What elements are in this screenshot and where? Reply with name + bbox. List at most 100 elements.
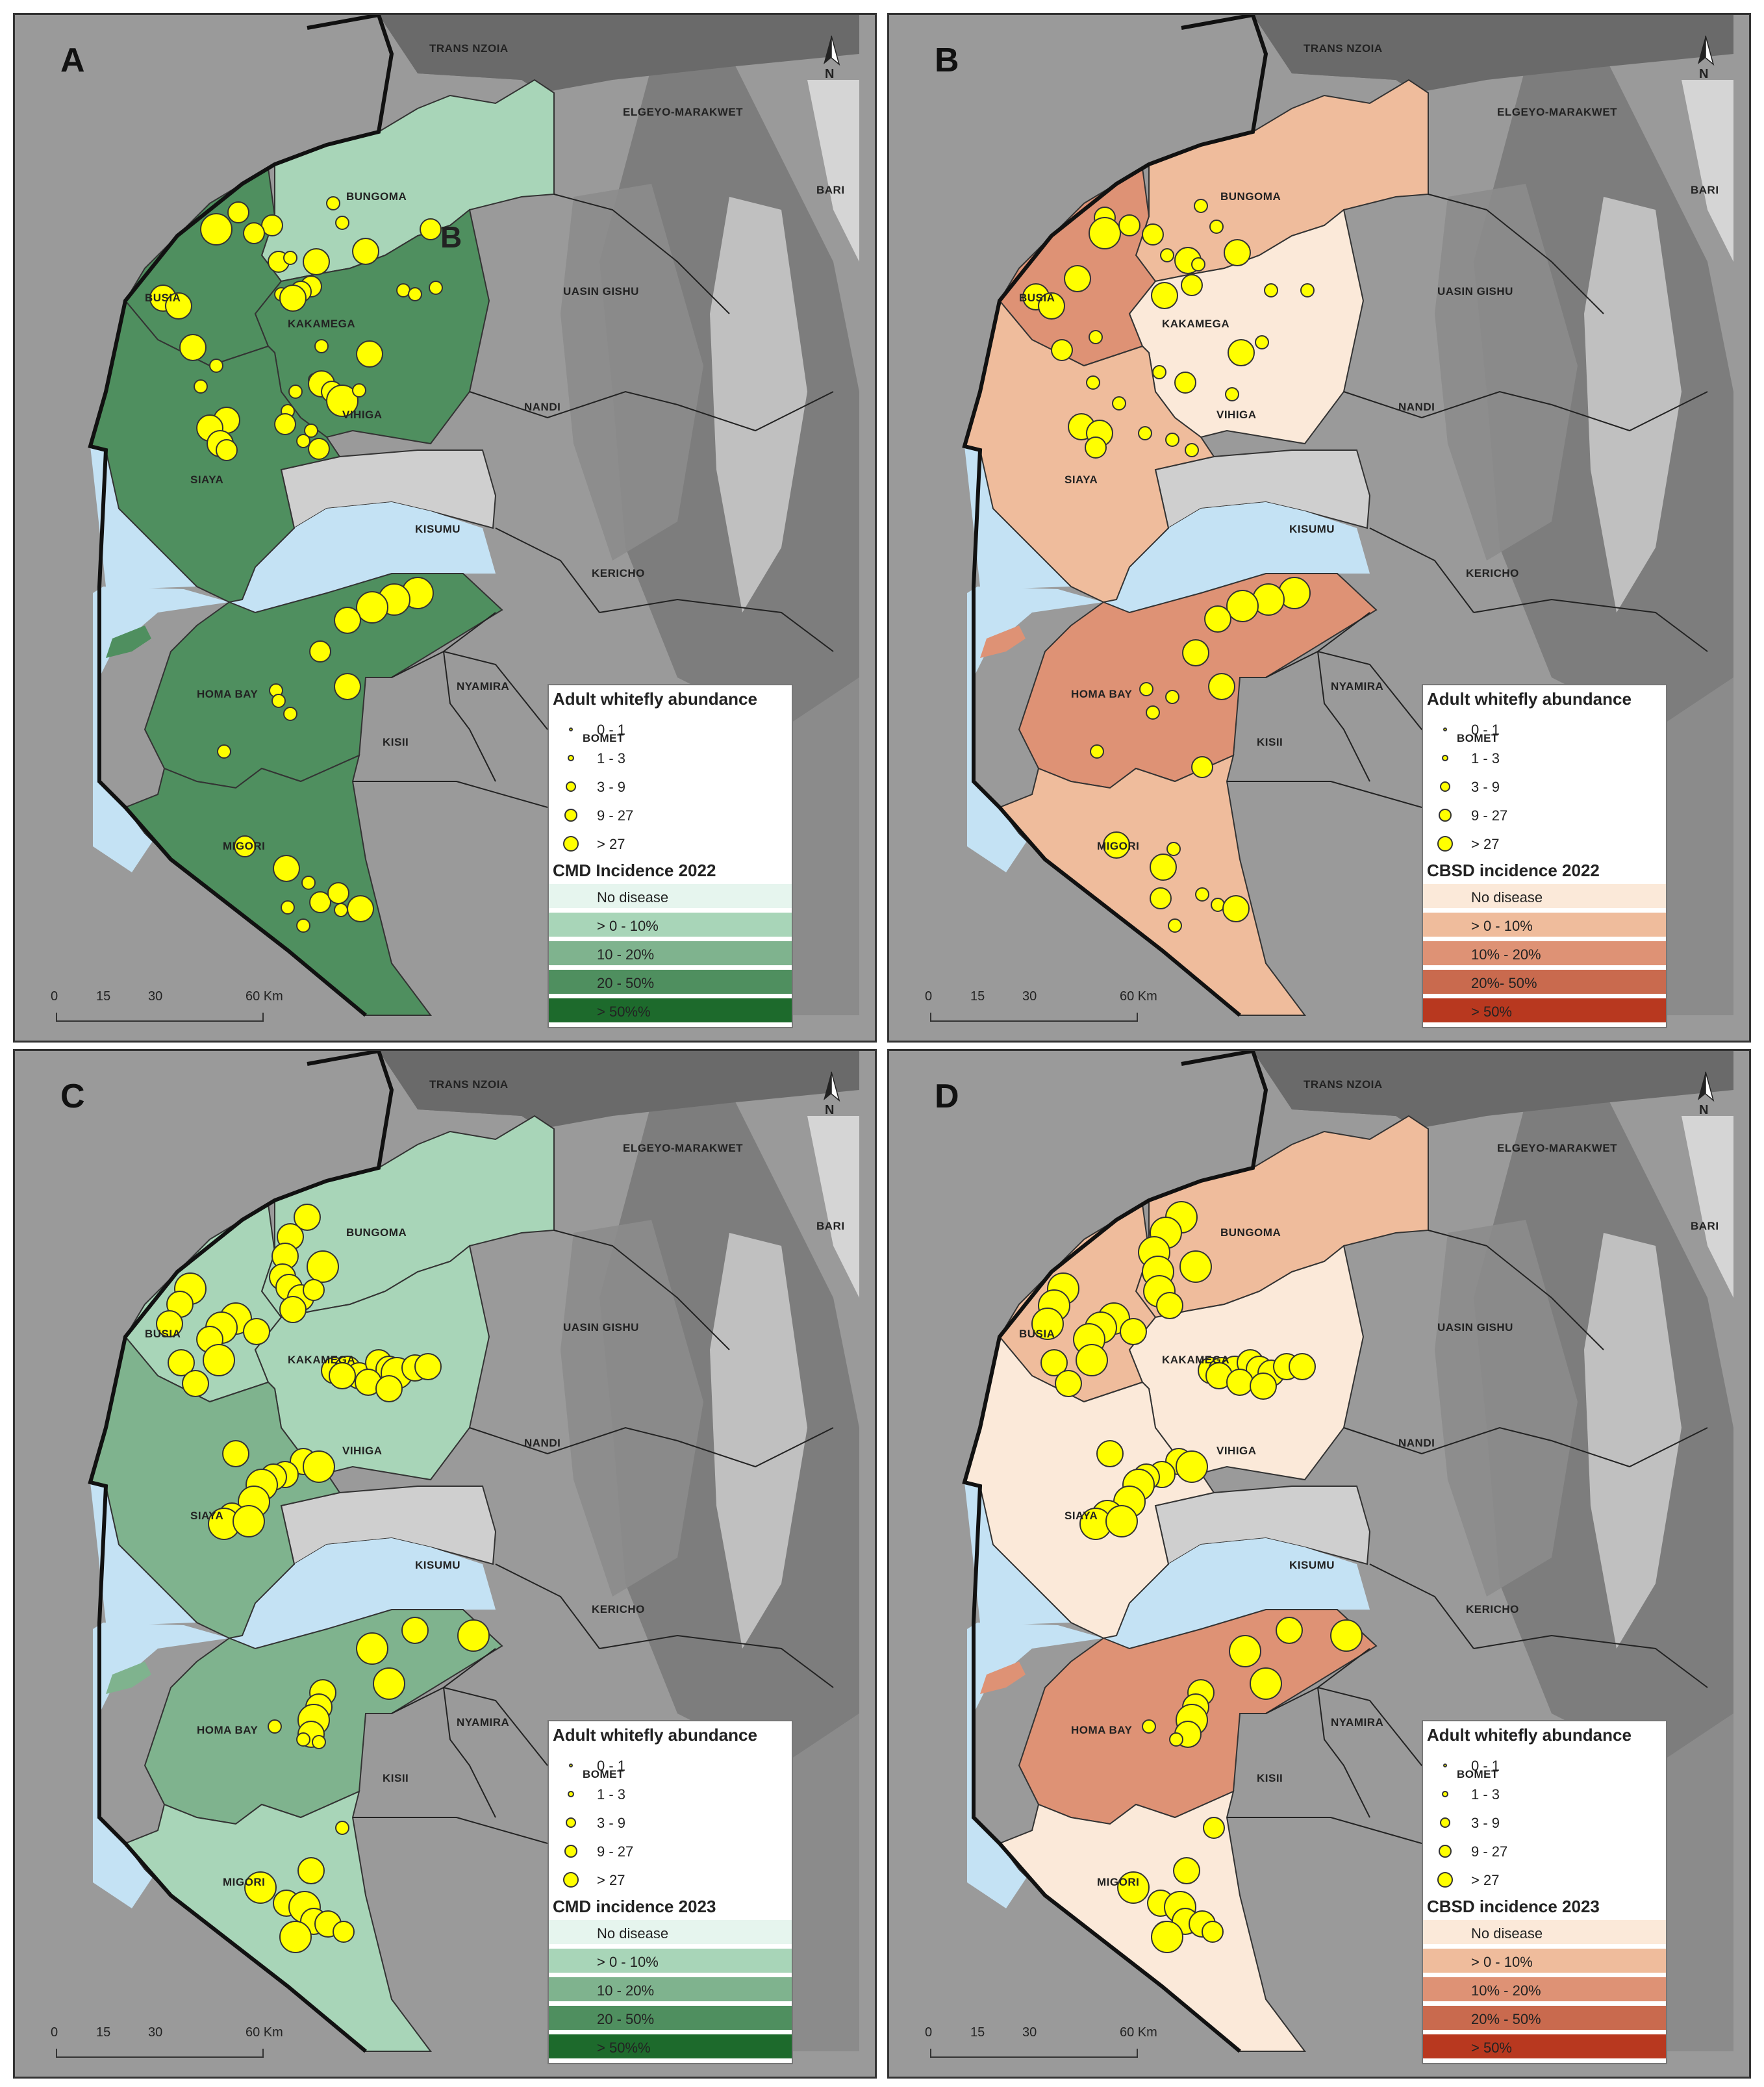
whitefly-point bbox=[333, 1921, 355, 1943]
whitefly-point bbox=[234, 835, 256, 857]
county-migori bbox=[124, 754, 432, 1016]
panel-label: A bbox=[60, 42, 85, 79]
panel-label: B bbox=[935, 42, 959, 79]
county-boundary bbox=[1369, 527, 1474, 613]
whitefly-point bbox=[1160, 248, 1174, 262]
whitefly-point bbox=[1174, 372, 1196, 394]
legend-size-dot bbox=[1442, 1791, 1448, 1797]
whitefly-point bbox=[301, 876, 316, 890]
whitefly-point bbox=[396, 283, 410, 297]
scale-tick: 60 Km bbox=[1120, 989, 1157, 1004]
county-label-siaya: SIAYA bbox=[190, 1510, 224, 1522]
legend-incidence-swatch: 10 - 20% bbox=[549, 1977, 792, 2003]
county-boundary bbox=[677, 1427, 834, 1468]
county-label-kakamega: KAKAMEGA bbox=[1162, 318, 1230, 330]
national-border bbox=[962, 15, 1268, 1017]
whitefly-point bbox=[1176, 1450, 1208, 1483]
whitefly-point bbox=[457, 1619, 490, 1652]
panel-label: C bbox=[60, 1078, 85, 1115]
county-label-homa-bay: HOMA BAY bbox=[1071, 1724, 1133, 1736]
county-migori bbox=[124, 1790, 432, 2052]
county-label-uasin-gishu: UASIN GISHU bbox=[563, 1321, 639, 1334]
whitefly-point bbox=[296, 918, 310, 933]
lake-victoria bbox=[967, 587, 1103, 872]
whitefly-point bbox=[244, 1871, 277, 1904]
relief-shade bbox=[1584, 197, 1682, 613]
whitefly-point bbox=[1086, 375, 1100, 390]
scale-tick: 30 bbox=[1022, 2025, 1037, 2040]
county-migori bbox=[998, 1790, 1306, 2052]
legend-incidence-swatch: 20% - 50% bbox=[1423, 2006, 1666, 2032]
whitefly-point bbox=[1202, 1921, 1224, 1943]
whitefly-point bbox=[1228, 339, 1255, 366]
county-label-elgeyo: ELGEYO-MARAKWET bbox=[1497, 1142, 1618, 1154]
legend-size-dot bbox=[1440, 1817, 1450, 1828]
legend-size-row: 9 - 27 bbox=[549, 1838, 792, 1864]
county-label-trans-nzoia: TRANS NZOIA bbox=[429, 42, 509, 55]
legend-incidence-label: > 0 - 10% bbox=[1471, 1954, 1533, 1970]
county-boundary bbox=[469, 390, 678, 419]
county-label-busia: BUSIA bbox=[1019, 1328, 1055, 1340]
whitefly-point bbox=[1211, 898, 1225, 912]
whitefly-point bbox=[1096, 1440, 1124, 1467]
whitefly-point bbox=[1226, 1369, 1254, 1396]
whitefly-point bbox=[1156, 1292, 1183, 1319]
incidence-legend-title: CMD Incidence 2022 bbox=[553, 861, 716, 880]
whitefly-point bbox=[356, 1632, 388, 1665]
county-label-vihiga: VIHIGA bbox=[1216, 409, 1257, 421]
whitefly-point bbox=[312, 1735, 326, 1749]
whitefly-point bbox=[1139, 682, 1153, 696]
scale-bar-line bbox=[930, 1013, 1138, 1022]
whitefly-point bbox=[335, 1821, 349, 1835]
legend-incidence-label: > 50%% bbox=[597, 2040, 651, 2056]
county-label-nyamira: NYAMIRA bbox=[457, 680, 510, 692]
legend-size-dot bbox=[563, 836, 579, 852]
legend-size-label: 1 - 3 bbox=[597, 750, 626, 766]
county-trans-nzoia bbox=[1253, 1051, 1733, 1129]
map-panel-a: A B N Adult whitefly abundance 0 - 1 1 - 3… bbox=[13, 13, 877, 1043]
legend-size-label: 3 - 9 bbox=[1471, 1815, 1500, 1831]
legend-size-row: 1 - 3 bbox=[1423, 745, 1666, 771]
legend-incidence-label: No disease bbox=[1471, 1925, 1543, 1942]
county-label-kisumu: KISUMU bbox=[1289, 1559, 1335, 1571]
scale-bar: 0 15 30 60 Km bbox=[925, 989, 1157, 1035]
north-arrow-icon: N bbox=[817, 1070, 846, 1122]
whitefly-point bbox=[156, 1310, 183, 1337]
whitefly-point bbox=[1191, 257, 1205, 272]
scale-tick: 15 bbox=[96, 989, 111, 1004]
legend-size-dot bbox=[566, 1817, 576, 1828]
county-label-kisii: KISII bbox=[1257, 736, 1283, 748]
legend-incidence-swatch: 10% - 20% bbox=[1423, 1977, 1666, 2003]
legend-incidence-swatch: No disease bbox=[549, 884, 792, 910]
whitefly-point bbox=[1117, 1871, 1150, 1904]
whitefly-point bbox=[352, 238, 379, 265]
legend-size-label: > 27 bbox=[597, 1872, 625, 1888]
whitefly-point bbox=[1182, 639, 1209, 666]
whitefly-point bbox=[217, 744, 231, 759]
whitefly-point bbox=[243, 222, 265, 244]
county-boundary bbox=[469, 1426, 678, 1455]
legend-incidence-label: 20%- 50% bbox=[1471, 975, 1537, 991]
county-boundary bbox=[553, 1230, 730, 1350]
legend-size-row: 3 - 9 bbox=[1423, 1810, 1666, 1836]
county-trans-nzoia bbox=[379, 15, 859, 93]
whitefly-point bbox=[1103, 831, 1130, 859]
county-label-bari: BARI bbox=[816, 1220, 845, 1232]
north-label: N bbox=[825, 67, 835, 81]
county-label-kisii: KISII bbox=[383, 736, 409, 748]
scale-tick: 60 Km bbox=[246, 989, 283, 1004]
whitefly-point bbox=[1264, 283, 1278, 297]
county-label-bomet: BOMET bbox=[583, 1768, 624, 1780]
county-label-vihiga: VIHIGA bbox=[1216, 1445, 1257, 1457]
whitefly-point bbox=[347, 895, 374, 922]
scale-tick: 0 bbox=[51, 2025, 58, 2040]
legend-incidence-label: 10% - 20% bbox=[1471, 1982, 1541, 1999]
relief-shade bbox=[1435, 184, 1578, 561]
whitefly-point bbox=[283, 707, 297, 721]
whitefly-point bbox=[1112, 396, 1126, 411]
whitefly-point bbox=[356, 591, 388, 624]
whitefly-point bbox=[375, 1375, 403, 1402]
north-label: N bbox=[1699, 67, 1709, 81]
county-label-nyamira: NYAMIRA bbox=[1331, 1716, 1384, 1728]
legend-size-row: 3 - 9 bbox=[549, 1810, 792, 1836]
